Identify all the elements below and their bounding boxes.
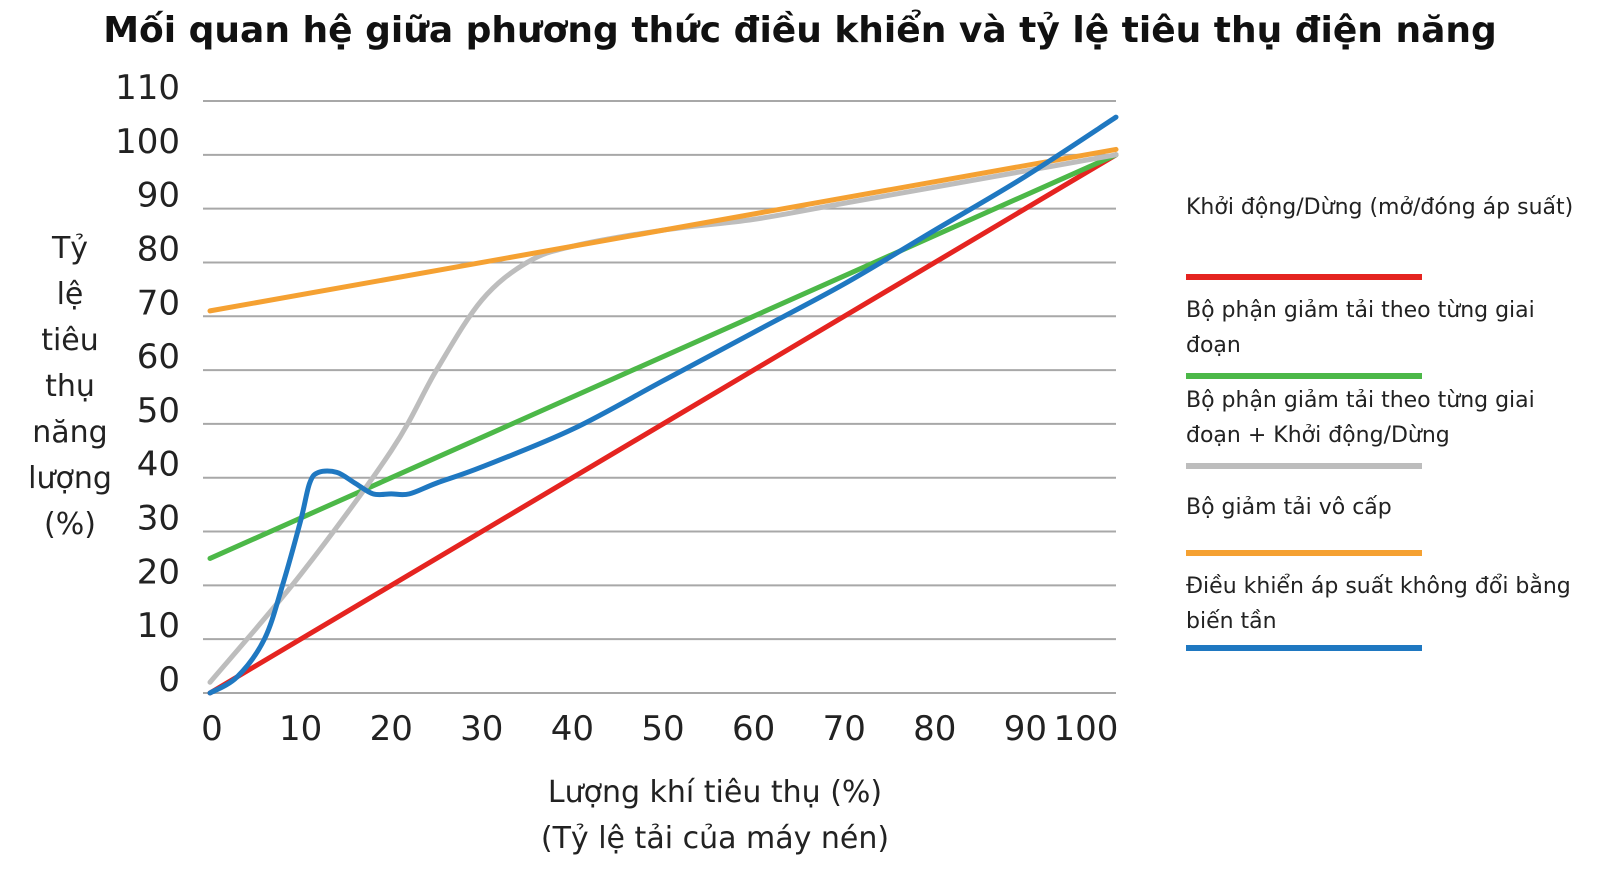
chart-title: Mối quan hệ giữa phương thức điều khiển … [103,10,1497,51]
y-tick-label: 90 [137,176,180,216]
y-axis-label-line: tiêu [41,323,99,358]
x-tick-label: 0 [201,709,223,749]
x-tick-label: 90 [1004,709,1047,749]
legend-item-inverter-control: Điều khiển áp suất không đổi bằng biến t… [1186,569,1586,651]
y-axis-label-line: lệ [56,277,84,312]
y-tick-labels: 0 10 20 30 40 50 60 70 80 90 100 110 [115,68,180,700]
series-lines [207,114,1119,696]
x-tick-label: 40 [551,709,594,749]
legend-label: Khởi động/Dừng (mở/đóng áp suất) [1186,195,1574,220]
y-tick-label: 0 [158,660,180,700]
legend-item-stepless-unloading: Bộ giảm tải vô cấp [1186,490,1586,556]
legend-swatch [1186,550,1422,556]
series-line-stepped-unloading [207,152,1119,561]
gridlines [203,100,1116,694]
y-tick-label: 10 [137,606,180,646]
y-axis-label-line: năng [32,415,108,450]
series-line-inverter-control [207,114,1119,696]
legend-swatch [1186,373,1422,379]
y-tick-label: 110 [115,68,180,108]
legend-label: Bộ phận giảm tải theo từng giai đoạn + K… [1186,388,1535,448]
y-axis-label-line: Tỷ [51,231,89,266]
y-tick-label: 70 [137,283,180,323]
y-tick-label: 40 [137,445,180,485]
x-tick-label: 20 [370,709,413,749]
legend-item-start-stop: Khởi động/Dừng (mở/đóng áp suất) [1186,190,1586,280]
x-tick-label: 80 [913,709,956,749]
x-axis-label-line: Lượng khí tiêu thụ (%) [547,775,883,810]
x-tick-label: 70 [823,709,866,749]
y-tick-label: 80 [137,229,180,269]
legend-label: Bộ giảm tải vô cấp [1186,495,1392,520]
x-axis-label-line: (Tỷ lệ tải của máy nén) [540,821,890,856]
x-axis-label: Lượng khí tiêu thụ (%) (Tỷ lệ tải của má… [420,770,1010,862]
x-tick-labels: 0 10 20 30 40 50 60 70 80 90 100 [201,709,1118,749]
y-axis-label: Tỷ lệ tiêu thụ năng lượng (%) [10,226,130,548]
y-tick-label: 20 [137,552,180,592]
legend-item-stepped-plus-start-stop: Bộ phận giảm tải theo từng giai đoạn + K… [1186,383,1586,469]
legend-swatch [1186,274,1422,280]
legend-swatch [1186,645,1422,651]
x-tick-label: 50 [641,709,684,749]
y-axis-label-line: (%) [44,507,96,542]
y-tick-label: 100 [115,122,180,162]
y-axis-label-line: lượng [28,461,112,496]
y-tick-label: 50 [137,391,180,431]
x-tick-label: 60 [732,709,775,749]
legend-swatch [1186,463,1422,469]
y-tick-label: 60 [137,337,180,377]
x-tick-label: 10 [279,709,322,749]
x-tick-label: 30 [460,709,503,749]
series-line-stepless-unloading [207,146,1119,314]
legend-label: Điều khiển áp suất không đổi bằng biến t… [1186,574,1571,634]
x-tick-label: 100 [1054,709,1119,749]
series-line-start-stop [207,152,1119,696]
y-axis-label-line: thụ [45,369,95,404]
legend-label: Bộ phận giảm tải theo từng giai đoạn [1186,298,1535,358]
y-tick-label: 30 [137,499,180,539]
legend-item-stepped-unloading: Bộ phận giảm tải theo từng giai đoạn [1186,293,1586,379]
